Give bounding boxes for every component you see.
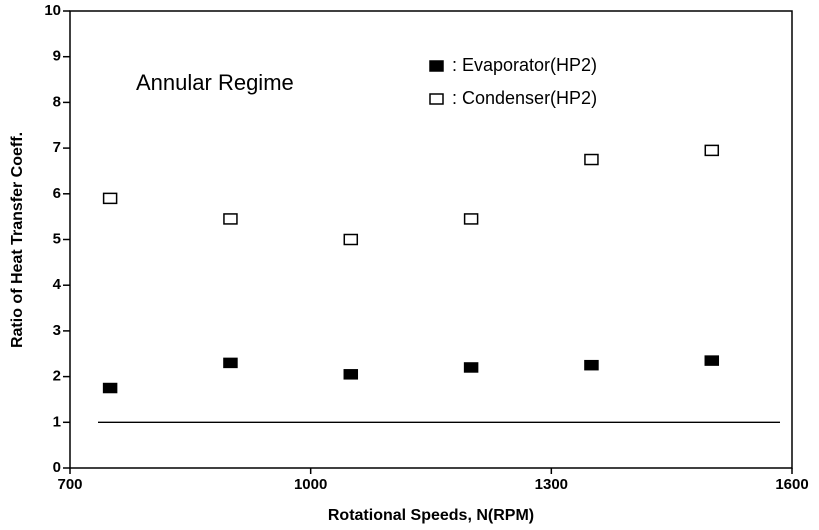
y-tick-label: 9: [53, 48, 61, 65]
marker: [102, 382, 118, 394]
marker: [584, 359, 599, 371]
y-tick-label: 2: [53, 368, 61, 385]
marker: [223, 213, 238, 225]
marker: [102, 192, 118, 205]
marker: [343, 369, 359, 380]
marker: [343, 233, 359, 246]
legend-marker: [429, 93, 444, 105]
legend-label: : Condenser(HP2): [452, 88, 597, 108]
x-axis-label: Rotational Speeds, N(RPM): [328, 507, 534, 524]
y-tick-label: 1: [53, 413, 61, 430]
y-tick-label: 0: [53, 459, 61, 476]
x-tick-label: 1300: [535, 476, 568, 493]
legend-marker: [429, 60, 444, 72]
marker: [584, 153, 599, 166]
y-tick-label: 10: [44, 2, 61, 19]
marker: [704, 144, 720, 157]
marker: [704, 355, 720, 366]
x-tick-label: 1000: [294, 476, 327, 493]
annotation: Annular Regime: [136, 70, 294, 95]
legend-label: : Evaporator(HP2): [452, 55, 597, 75]
y-axis-label: Ratio of Heat Transfer Coeff.: [9, 132, 26, 348]
y-tick-label: 4: [53, 276, 62, 293]
y-tick-label: 8: [53, 93, 61, 110]
y-tick-label: 6: [53, 185, 61, 202]
y-tick-label: 7: [53, 139, 61, 156]
marker: [463, 362, 479, 373]
x-tick-label: 700: [57, 476, 82, 493]
y-tick-label: 5: [53, 230, 61, 247]
marker: [463, 213, 479, 225]
y-tick-label: 3: [53, 322, 61, 339]
x-tick-label: 1600: [775, 476, 808, 493]
marker: [223, 357, 238, 369]
